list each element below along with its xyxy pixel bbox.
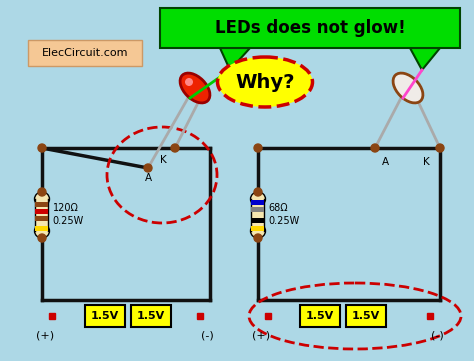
- Circle shape: [254, 234, 262, 242]
- Ellipse shape: [218, 57, 312, 107]
- Text: 120Ω: 120Ω: [53, 203, 78, 213]
- Text: (+): (+): [252, 330, 270, 340]
- Bar: [36, 216, 48, 221]
- Text: Why?: Why?: [235, 73, 295, 91]
- Circle shape: [38, 144, 46, 152]
- Text: (+): (+): [36, 330, 54, 340]
- Bar: [131, 305, 171, 327]
- Circle shape: [436, 144, 444, 152]
- Circle shape: [38, 234, 46, 242]
- FancyBboxPatch shape: [28, 40, 142, 66]
- Bar: [36, 202, 48, 207]
- Ellipse shape: [250, 224, 265, 238]
- Text: A: A: [382, 157, 389, 167]
- Bar: [252, 207, 264, 212]
- Bar: [252, 200, 264, 205]
- Polygon shape: [220, 48, 250, 70]
- Bar: [252, 226, 264, 231]
- Text: (-): (-): [430, 330, 443, 340]
- Text: 0.25W: 0.25W: [53, 216, 84, 226]
- Text: 68Ω: 68Ω: [268, 203, 288, 213]
- Ellipse shape: [35, 192, 49, 206]
- Text: (-): (-): [201, 330, 213, 340]
- Bar: [36, 209, 48, 214]
- Bar: [252, 199, 264, 231]
- Bar: [36, 226, 48, 231]
- Ellipse shape: [393, 73, 423, 103]
- Circle shape: [254, 188, 262, 196]
- Circle shape: [38, 188, 46, 196]
- Circle shape: [144, 164, 152, 172]
- Circle shape: [185, 78, 193, 86]
- Polygon shape: [410, 48, 440, 70]
- Text: 1.5V: 1.5V: [137, 311, 165, 321]
- Ellipse shape: [35, 224, 49, 238]
- Circle shape: [254, 144, 262, 152]
- Text: A: A: [145, 173, 152, 183]
- Text: 1.5V: 1.5V: [91, 311, 119, 321]
- Ellipse shape: [250, 192, 265, 206]
- FancyBboxPatch shape: [160, 8, 460, 48]
- Text: K: K: [423, 157, 429, 167]
- Bar: [252, 218, 264, 223]
- Bar: [346, 305, 386, 327]
- Text: 1.5V: 1.5V: [352, 311, 380, 321]
- Circle shape: [171, 144, 179, 152]
- Ellipse shape: [180, 73, 210, 103]
- Text: 0.25W: 0.25W: [268, 216, 300, 226]
- Text: LEDs does not glow!: LEDs does not glow!: [215, 19, 405, 37]
- Circle shape: [371, 144, 379, 152]
- Bar: [85, 305, 125, 327]
- Text: 1.5V: 1.5V: [306, 311, 334, 321]
- Bar: [300, 305, 340, 327]
- Text: K: K: [160, 155, 166, 165]
- Text: ElecCircuit.com: ElecCircuit.com: [42, 48, 128, 58]
- Bar: [36, 199, 48, 231]
